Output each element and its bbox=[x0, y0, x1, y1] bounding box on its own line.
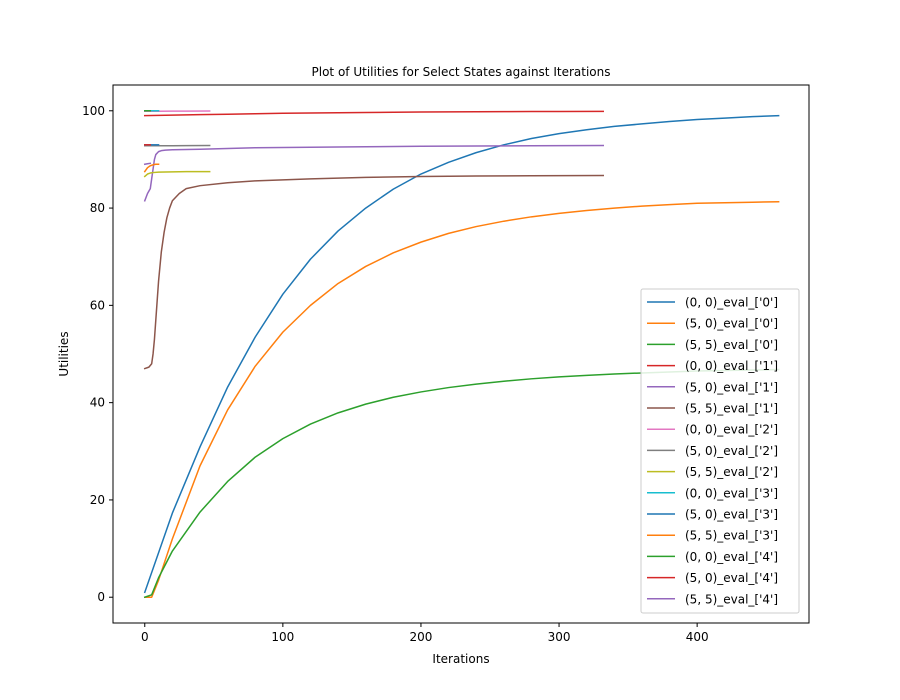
legend-label-0: (0, 0)_eval_['0'] bbox=[685, 296, 778, 310]
legend-label-8: (5, 5)_eval_['2'] bbox=[685, 465, 778, 479]
series-line-14 bbox=[143, 162, 152, 166]
y-axis-label: Utilities bbox=[57, 331, 71, 376]
y-tick-label-4: 80 bbox=[90, 201, 105, 215]
plot-lines bbox=[143, 110, 780, 599]
legend-label-6: (0, 0)_eval_['2'] bbox=[685, 423, 778, 437]
series-line-1 bbox=[144, 200, 780, 598]
y-tick-label-0: 0 bbox=[97, 590, 105, 604]
legend-label-7: (5, 0)_eval_['2'] bbox=[685, 444, 778, 458]
y-tick-label-5: 100 bbox=[82, 104, 105, 118]
legend-label-5: (5, 5)_eval_['1'] bbox=[685, 402, 778, 416]
y-axis-ticks: 0 20 40 60 80 100 bbox=[82, 104, 113, 604]
series-line-4 bbox=[143, 144, 604, 202]
y-tick-label-3: 60 bbox=[90, 298, 105, 312]
x-tick-label-0: 0 bbox=[141, 630, 149, 644]
legend-label-12: (0, 0)_eval_['4'] bbox=[685, 550, 778, 564]
y-tick-label-2: 40 bbox=[90, 396, 105, 410]
x-axis-ticks: 0 100 200 300 400 bbox=[141, 623, 709, 644]
plot-frame bbox=[112, 84, 810, 624]
x-tick-label-1: 100 bbox=[271, 630, 294, 644]
series-line-5 bbox=[143, 174, 604, 370]
legend-label-14: (5, 5)_eval_['4'] bbox=[685, 592, 778, 606]
legend-label-11: (5, 5)_eval_['3'] bbox=[685, 529, 778, 543]
x-tick-label-3: 300 bbox=[548, 630, 571, 644]
series-line-3 bbox=[143, 110, 604, 117]
chart-title: Plot of Utilities for Select States agai… bbox=[312, 65, 611, 79]
series-line-11 bbox=[143, 163, 160, 173]
legend-label-9: (0, 0)_eval_['3'] bbox=[685, 486, 778, 500]
legend-label-2: (5, 5)_eval_['0'] bbox=[685, 338, 778, 352]
legend-label-1: (5, 0)_eval_['0'] bbox=[685, 317, 778, 331]
x-tick-label-2: 200 bbox=[409, 630, 432, 644]
x-tick-label-4: 400 bbox=[686, 630, 709, 644]
legend-label-3: (0, 0)_eval_['1'] bbox=[685, 359, 778, 373]
x-axis-label: Iterations bbox=[432, 652, 489, 666]
series-line-0 bbox=[143, 114, 780, 594]
legend-label-4: (5, 0)_eval_['1'] bbox=[685, 380, 778, 394]
legend-label-13: (5, 0)_eval_['4'] bbox=[685, 571, 778, 585]
legend: (0, 0)_eval_['0'] (5, 0)_eval_['0'] (5, 5)… bbox=[640, 288, 800, 614]
legend-label-10: (5, 0)_eval_['3'] bbox=[685, 508, 778, 522]
series-line-8 bbox=[143, 170, 211, 178]
y-tick-label-1: 20 bbox=[90, 493, 105, 507]
legend-box bbox=[640, 288, 800, 614]
